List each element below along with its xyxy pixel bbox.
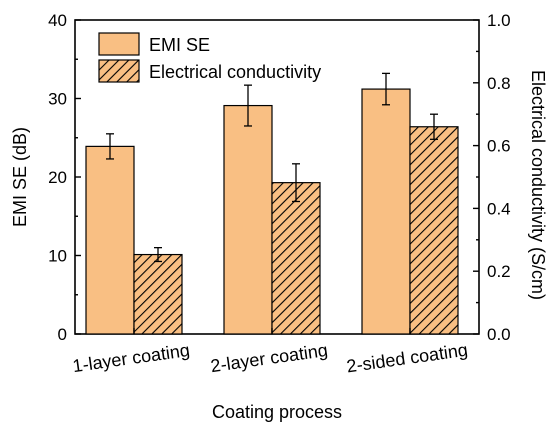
right-tick-label: 0.8 [487,74,511,93]
right-tick-label: 0.2 [487,262,511,281]
right-tick-label: 1.0 [487,11,511,30]
bar-electrical-conductivity-2-sided-coating [409,126,459,335]
right-tick-label: 0.4 [487,199,511,218]
x-tick-label: 2-sided coating [345,340,469,377]
x-tick-label: 1-layer coating [71,340,191,376]
legend-swatch-electrical-conductivity [98,59,140,83]
error-bar-electrical-conductivity-2-sided-coating [430,113,438,140]
right-axis-ticks: 0.0 0.2 0.4 0.6 0.8 1.0 [473,11,511,344]
legend-swatch-emi-se [98,32,140,56]
bars-layer [85,88,459,335]
bar-emi-se-2-sided-coating [361,88,411,335]
error-bars-layer [106,72,438,263]
left-tick-label: 10 [48,247,67,266]
legend: EMI SE Electrical conductivity [98,32,321,83]
error-bar-emi-se-2-sided-coating [382,72,390,106]
y-axis-right-title: Electrical conductivity (S/cm) [528,70,548,300]
bar-emi-se-1-layer-coating [85,145,135,335]
x-axis-title: Coating process [212,402,342,422]
left-tick-label: 40 [48,11,67,30]
left-tick-label: 30 [48,90,67,109]
bar-electrical-conductivity-2-layer-coating [271,182,321,335]
y-axis-left-title: EMI SE (dB) [10,127,30,227]
left-axis-ticks: 0 10 20 30 40 [48,11,81,344]
x-axis-ticks: 1-layer coating 2-layer coating 2-sided co… [71,328,469,376]
right-tick-label: 0.0 [487,325,511,344]
legend-label-emi-se: EMI SE [149,35,210,55]
error-bar-emi-se-1-layer-coating [106,133,114,160]
left-tick-label: 0 [58,325,67,344]
right-tick-label: 0.6 [487,137,511,156]
left-tick-label: 20 [48,168,67,187]
bar-emi-se-2-layer-coating [223,104,273,335]
error-bar-electrical-conductivity-1-layer-coating [154,246,162,263]
error-bar-electrical-conductivity-2-layer-coating [292,163,300,203]
legend-label-electrical-conductivity: Electrical conductivity [149,62,321,82]
error-bar-emi-se-2-layer-coating [244,84,252,127]
bar-electrical-conductivity-1-layer-coating [133,253,183,335]
x-tick-label: 2-layer coating [209,340,329,376]
